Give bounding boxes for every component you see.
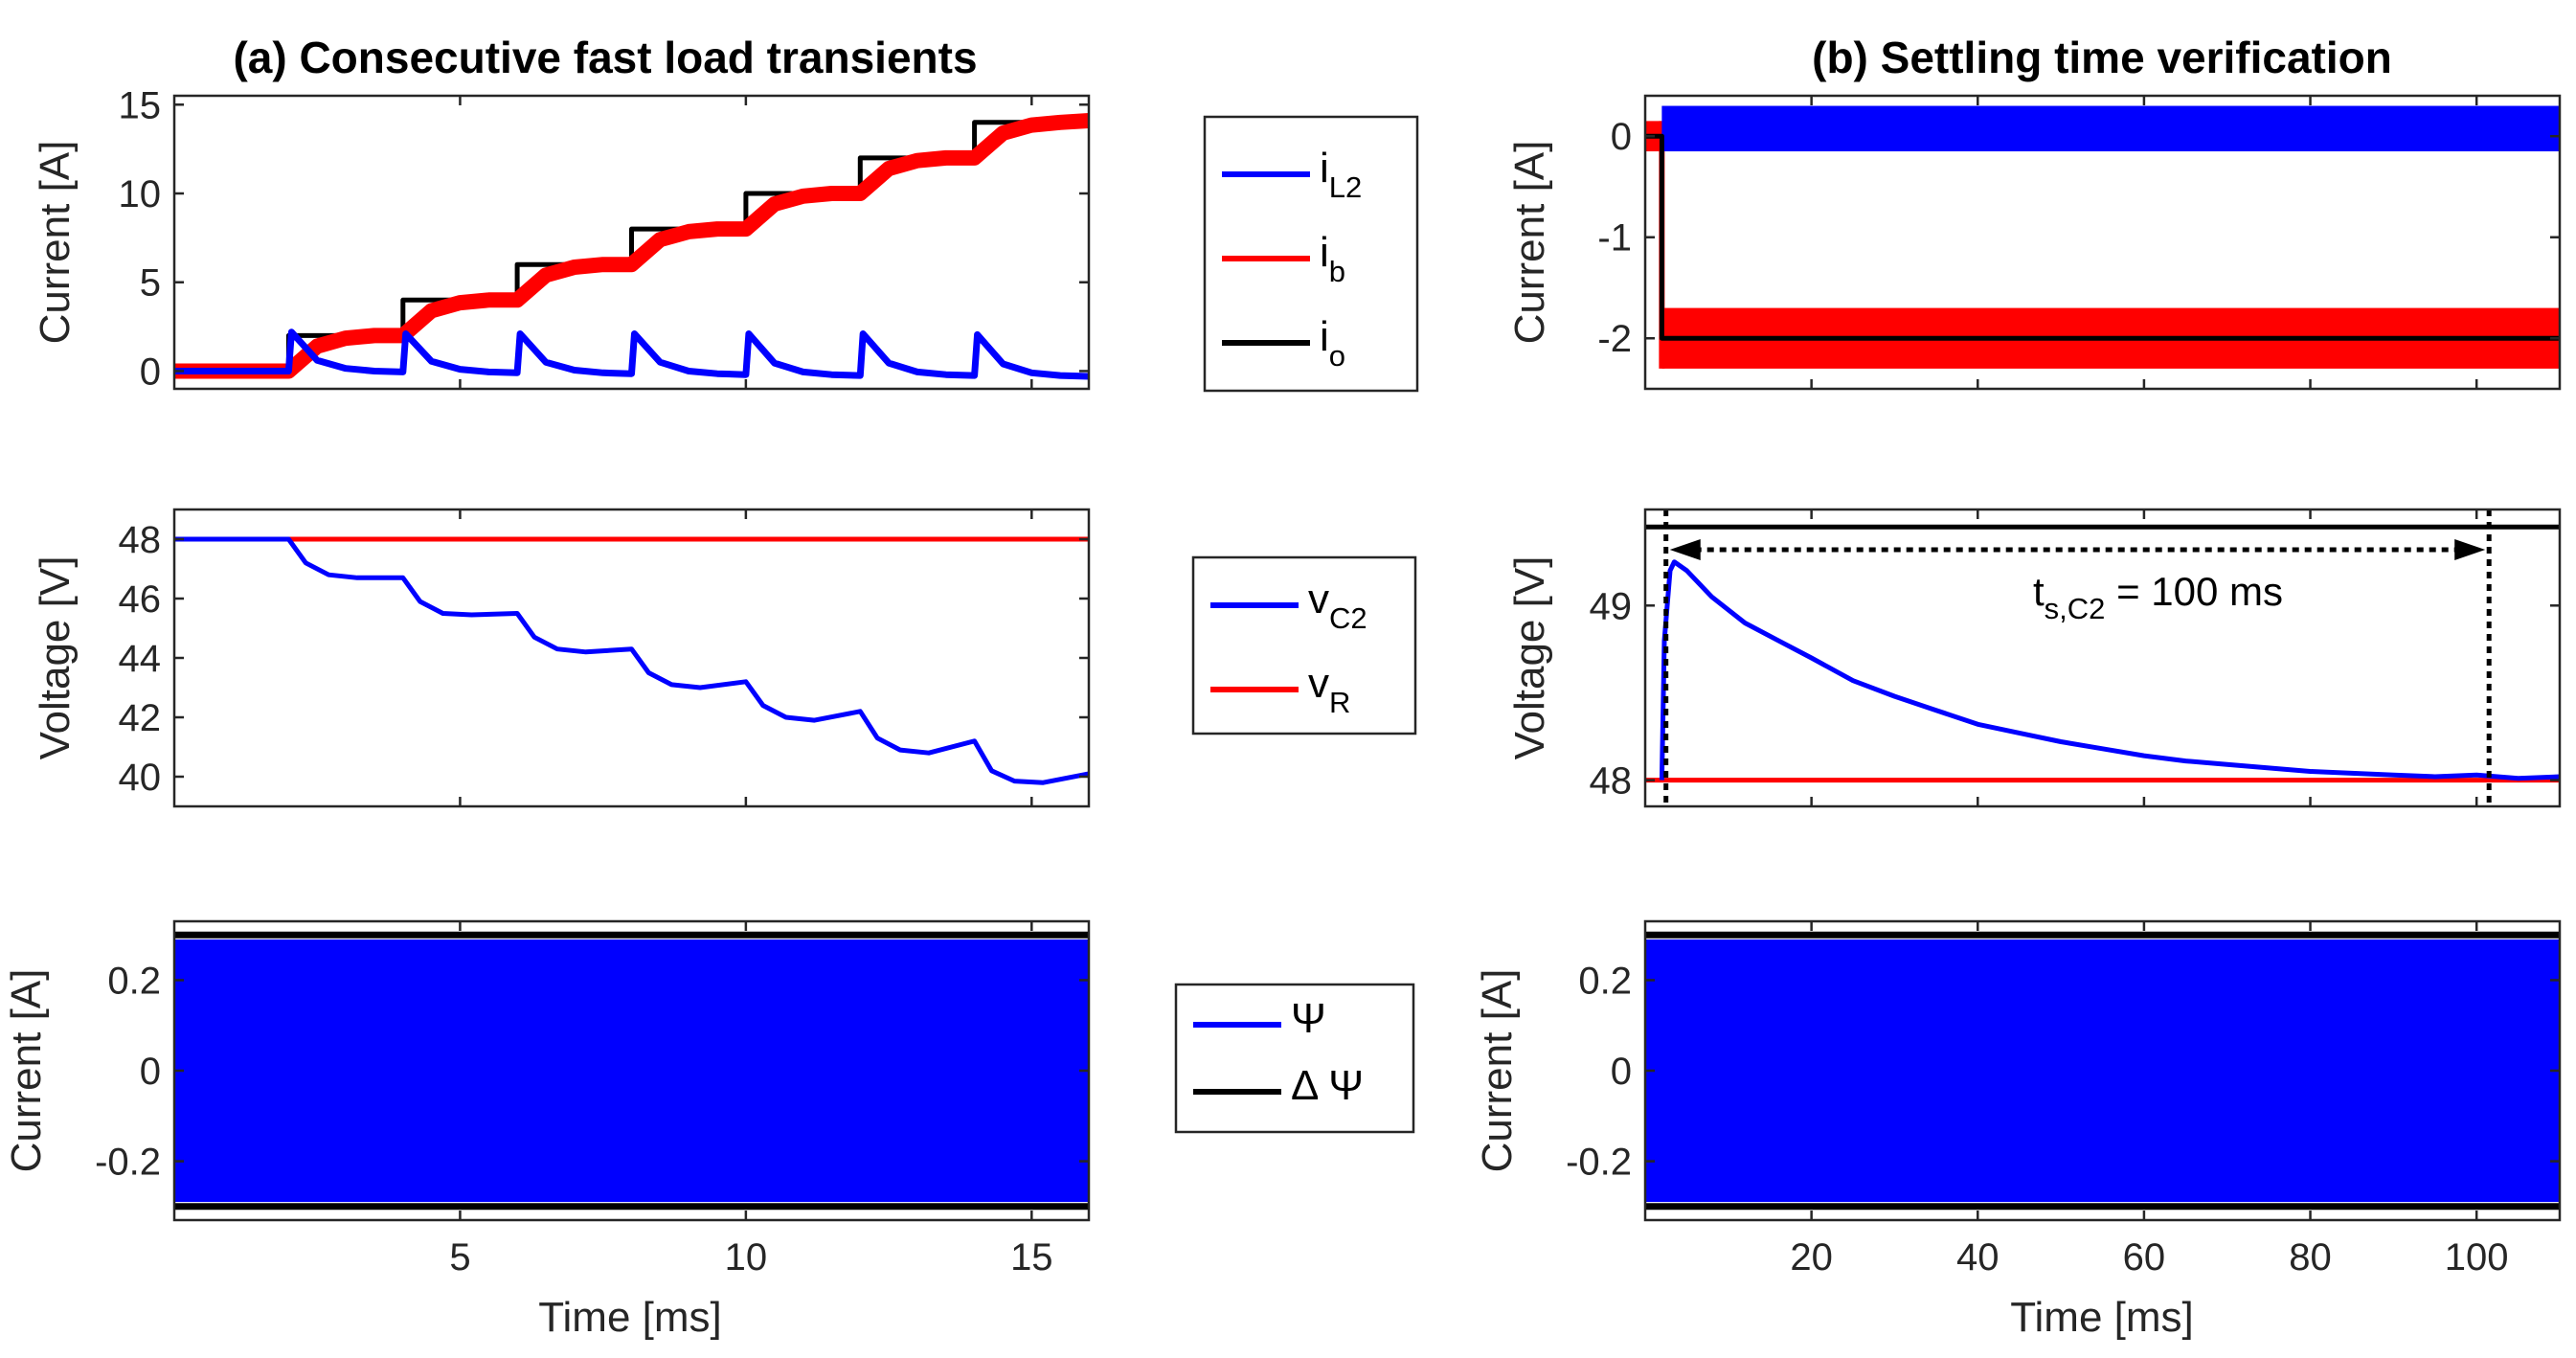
ytick-label: 49	[1590, 585, 1633, 627]
ytick-label: 48	[119, 519, 162, 561]
settle-arrowhead-left	[1669, 538, 1701, 560]
ytick-label: 15	[119, 84, 162, 126]
chart-b-bot: 20 40 60 80 100 -0.2 0 0.2 Current [A]	[1474, 919, 2562, 1279]
legend-bot: Ψ Δ Ψ	[1174, 983, 1415, 1134]
chart-b-top: -2 -1 0 Current [A]	[1506, 94, 2562, 391]
legend-sub: C2	[1329, 601, 1367, 635]
ytick-label: 44	[119, 638, 162, 680]
ylabel: Voltage [V]	[1506, 556, 1553, 760]
xtick-label: 40	[1956, 1236, 2000, 1279]
legend-sub: b	[1329, 255, 1345, 288]
series-i-l2-band	[1661, 105, 2560, 152]
axes-frame	[172, 94, 1091, 391]
ytick-label: 40	[119, 757, 162, 799]
ann-sub: s,C2	[2045, 592, 2106, 625]
ytick-label: 0	[140, 1051, 161, 1093]
ytick-label: 48	[1590, 760, 1633, 803]
charts: 0 5 10 15 Current [A] 40 42 44 46 48 Voltage [V] 5 1…	[3, 84, 2562, 1279]
legend-base: i	[1320, 229, 1329, 276]
chart-a-mid: 40 42 44 46 48 Voltage [V]	[32, 508, 1091, 808]
xtick-label: 10	[725, 1236, 768, 1279]
legend-base: Ψ	[1291, 995, 1326, 1042]
legend-box	[1174, 983, 1415, 1134]
title-a: (a) Consecutive fast load transients	[233, 33, 977, 82]
legend-base: v	[1308, 660, 1329, 707]
axes-frame	[1643, 508, 2562, 808]
ytick-label: 5	[140, 262, 161, 305]
ylabel: Current [A]	[1506, 141, 1553, 345]
series-v-c2	[1659, 559, 2560, 781]
series---band	[174, 939, 1089, 1203]
xtick-label: 5	[449, 1236, 470, 1279]
series-i-l2	[174, 328, 1089, 380]
ytick-label: 0.2	[1578, 960, 1632, 1002]
ylabel: Current [A]	[3, 969, 50, 1173]
legend-sub: L2	[1329, 170, 1362, 204]
legend-label: ib	[1320, 229, 1345, 288]
chart-a-bot: 5 10 15 -0.2 0 0.2 Current [A]	[3, 919, 1091, 1279]
ytick-label: 46	[119, 578, 162, 621]
ytick-label: -0.2	[1566, 1142, 1632, 1184]
legend-base: Δ Ψ	[1291, 1062, 1364, 1109]
legend-label: vR	[1308, 660, 1350, 719]
legend-sub: R	[1329, 686, 1350, 719]
xtick-label: 80	[2289, 1236, 2332, 1279]
plot-area	[174, 536, 1089, 785]
xtick-label: 15	[1010, 1236, 1053, 1279]
ytick-label: -1	[1597, 217, 1632, 260]
ytick-label: 0	[1611, 1051, 1632, 1093]
axes-frame	[172, 508, 1091, 808]
legend-box	[1191, 555, 1417, 736]
legend-label: iL2	[1320, 145, 1362, 204]
series-i-b	[174, 113, 1089, 379]
ann-base: t	[2033, 569, 2045, 614]
settle-annotation: ts,C2 = 100 ms	[2033, 569, 2283, 625]
plot-area	[174, 113, 1089, 380]
ylabel: Voltage [V]	[32, 556, 79, 760]
ytick-label: -2	[1597, 318, 1632, 360]
ylabel: Current [A]	[1474, 969, 1521, 1173]
ytick-label: -0.2	[95, 1142, 161, 1184]
ytick-label: 0	[140, 351, 161, 393]
chart-b-mid: ts,C2 = 100 ms 48 49 Voltage [V]	[1506, 508, 2562, 808]
ytick-label: 0.2	[107, 960, 161, 1002]
legend-label: vC2	[1308, 576, 1367, 635]
legend-label: io	[1320, 313, 1345, 373]
ann-rest: = 100 ms	[2105, 569, 2283, 614]
settle-arrowhead-right	[2454, 538, 2486, 560]
series-i-o	[1645, 133, 2560, 341]
legend-box	[1203, 115, 1419, 393]
legend-label: Ψ	[1291, 995, 1326, 1042]
xtick-label: 100	[2445, 1236, 2509, 1279]
ytick-label: 0	[1611, 116, 1632, 158]
legend-base: v	[1308, 576, 1329, 622]
legend-base: i	[1320, 145, 1329, 192]
plot-area	[1645, 105, 2560, 369]
series-v-c2	[174, 536, 1089, 785]
ytick-label: 42	[119, 697, 162, 739]
plot-area	[174, 931, 1089, 1211]
xlabel-b: Time [ms]	[2010, 1294, 2193, 1341]
legend-base: i	[1320, 313, 1329, 360]
title-b: (b) Settling time verification	[1812, 33, 2392, 82]
ytick-label: 10	[119, 173, 162, 215]
legend-label: Δ Ψ	[1291, 1062, 1364, 1109]
plot-area	[1645, 931, 2560, 1211]
ylabel: Current [A]	[32, 141, 79, 345]
chart-a-top: 0 5 10 15 Current [A]	[32, 84, 1091, 393]
axes-frame	[1643, 94, 2562, 391]
xtick-label: 60	[2123, 1236, 2166, 1279]
plot-area	[1645, 509, 2560, 806]
legend-sub: o	[1329, 339, 1345, 373]
xtick-label: 20	[1790, 1236, 1833, 1279]
series---band	[1645, 939, 2560, 1203]
xlabel-a: Time [ms]	[538, 1294, 721, 1341]
